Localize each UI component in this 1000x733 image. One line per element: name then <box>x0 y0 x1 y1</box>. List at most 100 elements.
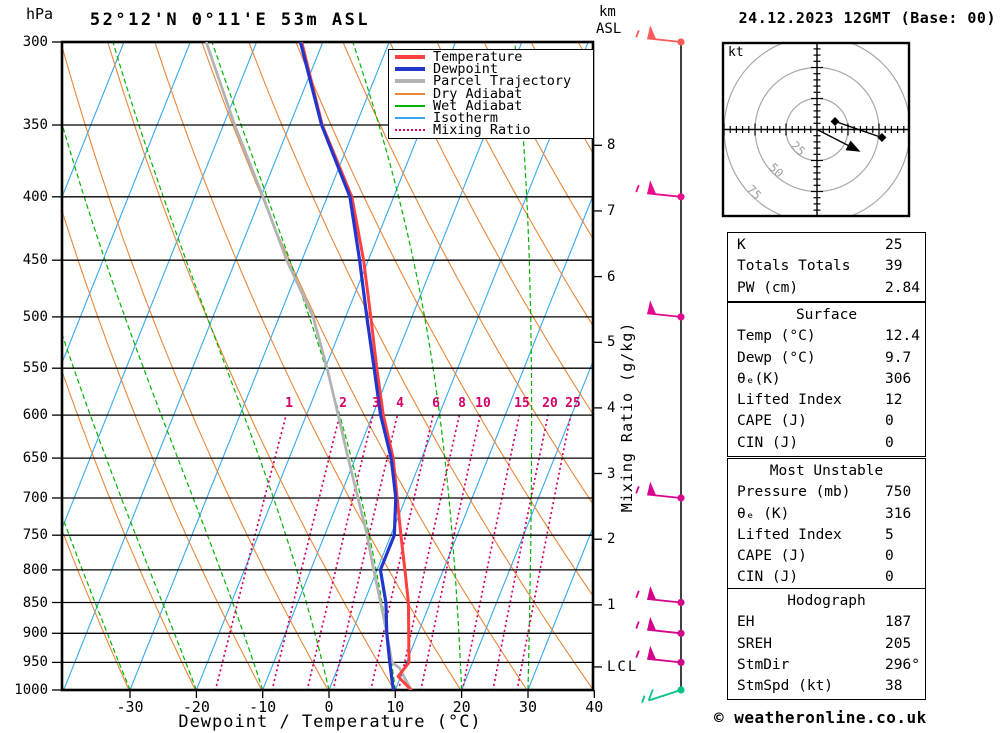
panel-row: StmDir 296° <box>737 655 925 676</box>
wind-barb-half <box>635 184 640 193</box>
vector-marker-diamond <box>877 133 887 143</box>
pressure-axis-label: 950 <box>22 654 48 671</box>
mixing-ratio-value-label: 25 <box>565 396 581 411</box>
stat-label: StmDir <box>737 656 790 673</box>
km-axis-label: 7 <box>607 202 616 219</box>
stat-label: StmSpd (kt) <box>737 678 834 695</box>
wind-barb-station-dot <box>677 629 685 637</box>
panel-row: Totals Totals 39 <box>737 256 925 277</box>
legend-swatch-parcel-trajectory <box>395 79 425 84</box>
panel-row: Lifted Index 5 <box>737 525 925 546</box>
legend-label: Dry Adiabat <box>433 85 523 102</box>
mixing-ratio-value-label: 8 <box>458 396 466 411</box>
stat-label: EH <box>737 614 755 631</box>
dry-adiabat-line <box>389 42 593 416</box>
pressure-axis-label: 750 <box>22 527 48 544</box>
mixing-ratio-value-label: 6 <box>432 396 440 411</box>
km-axis-label: 3 <box>607 465 616 482</box>
stat-value: 306 <box>885 370 912 387</box>
pressure-axis-label: 850 <box>22 594 48 611</box>
hodograph-vector <box>834 120 883 139</box>
dewpoint-curve <box>298 42 398 690</box>
mixing-ratio-value-label: 20 <box>542 396 558 411</box>
km-axis-label: 4 <box>607 399 616 416</box>
wind-barb-pennant <box>647 586 657 600</box>
wind-barb-pennant <box>647 300 657 315</box>
pressure-axis-label: 550 <box>22 360 48 377</box>
mixing-ratio-value-label: 4 <box>396 396 404 411</box>
dry-adiabat-line <box>62 208 263 690</box>
stat-label: Lifted Index <box>737 392 842 409</box>
panel-row: SREH 205 <box>737 634 925 655</box>
mixing-ratio-line <box>306 414 374 690</box>
legend-item: Wet Adiabat <box>389 97 593 114</box>
stats-panel-most-unstable: Most Unstable Pressure (mb) 750 θₑ (K) 316 Li… <box>727 458 926 592</box>
pressure-axis-label: 300 <box>22 34 48 50</box>
pressure-axis-label: 650 <box>22 450 48 467</box>
stats-panel-indices: K 25 Totals Totals 39 PW (cm) 2.84 <box>727 232 926 302</box>
stat-label: CAPE (J) <box>737 548 807 565</box>
legend-label: Isotherm <box>433 110 499 127</box>
legend-item: Dewpoint <box>389 63 593 76</box>
temperature-axis-label: 30 <box>518 698 537 716</box>
pressure-axis-unit: hPa <box>26 5 54 23</box>
panel-row: Pressure (mb) 750 <box>737 482 925 503</box>
km-axis-label: 5 <box>607 334 616 351</box>
stat-label: Dewp (°C) <box>737 349 816 366</box>
mixing-ratio-line <box>332 414 399 690</box>
stat-value: 0 <box>885 434 894 451</box>
wind-barb-full <box>647 689 654 701</box>
stat-label: K <box>737 237 746 253</box>
wind-barb-pennant <box>647 180 657 195</box>
pressure-axis-label: 350 <box>22 116 48 133</box>
mixing-ratio-value-label: 3 <box>372 396 380 411</box>
stat-value: 25 <box>885 237 903 253</box>
dry-adiabat-line <box>483 42 593 240</box>
wet-adiabat-line <box>514 42 533 690</box>
mixing-ratio-line <box>271 414 341 690</box>
wind-barb-pennant <box>647 616 657 631</box>
wind-barb-column <box>635 25 685 704</box>
legend-label: Parcel Trajectory <box>433 73 572 90</box>
legend-item: Temperature <box>389 50 593 64</box>
stat-label: Pressure (mb) <box>737 484 851 501</box>
panel-header: Hodograph <box>787 593 866 609</box>
pressure-axis-label: 800 <box>22 561 48 578</box>
pressure-axis-label: 500 <box>22 308 48 325</box>
stat-value: 2.84 <box>885 279 920 296</box>
panel-row: CIN (J) 0 <box>737 433 925 454</box>
stat-label: PW (cm) <box>737 279 799 296</box>
legend-swatch-temperature <box>395 55 425 60</box>
temperature-axis-label: 10 <box>386 698 405 716</box>
hodograph-frame <box>721 41 911 218</box>
stat-label: CIN (J) <box>737 569 799 586</box>
sounding-curves <box>204 42 413 690</box>
wind-barb-half <box>635 29 640 38</box>
isotherm-line <box>62 42 125 199</box>
wind-barb-half <box>635 621 640 629</box>
wind-barb-staff <box>648 689 682 702</box>
km-axis-unit-asl: ASL <box>596 21 622 37</box>
hodograph-ring-label: 75 <box>744 182 764 202</box>
km-axis-label: 8 <box>607 137 616 154</box>
hodograph-ring-label: 25 <box>788 139 808 159</box>
isotherm-line <box>394 194 593 690</box>
isotherm-line <box>262 42 523 690</box>
stat-value: 187 <box>885 614 912 631</box>
panel-row: CAPE (J) 0 <box>737 546 925 567</box>
temperature-axis-label: -20 <box>182 698 210 716</box>
legend-item: Mixing Ratio <box>389 123 593 137</box>
stat-value: 5 <box>885 526 894 543</box>
temperature-axis-label: -10 <box>249 698 277 716</box>
copyright: © weatheronline.co.uk <box>714 708 927 727</box>
temperature-axis-label: 40 <box>585 698 604 716</box>
km-axis-label: 2 <box>607 531 616 548</box>
pressure-axis-label: 450 <box>22 252 48 269</box>
stat-value: 0 <box>885 569 894 586</box>
legend-label: Wet Adiabat <box>433 97 523 114</box>
stat-label: Lifted Index <box>737 526 842 543</box>
mixing-ratio-line <box>461 414 521 690</box>
panel-row: CIN (J) 0 <box>737 567 925 588</box>
stat-label: CIN (J) <box>737 434 799 451</box>
lcl-label: LCL <box>607 659 639 675</box>
